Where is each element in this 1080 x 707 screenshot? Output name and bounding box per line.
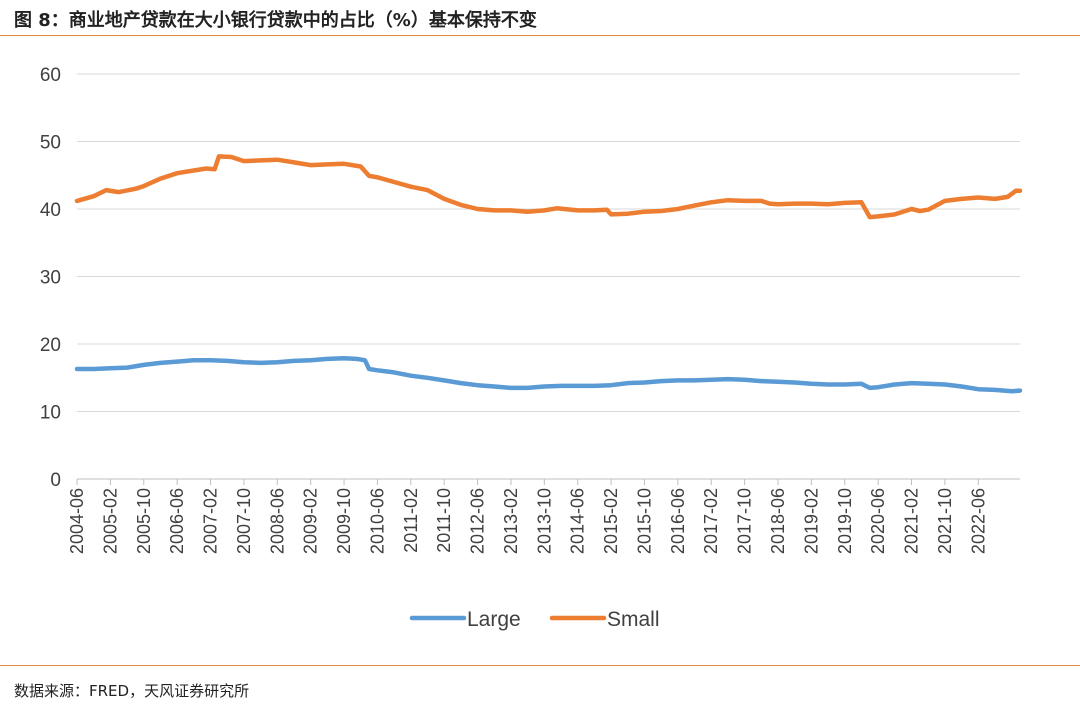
y-tick-label: 20: [40, 335, 61, 356]
footer-divider: [0, 665, 1080, 666]
x-tick-label: 2015-02: [601, 488, 621, 554]
x-tick-label: 2016-06: [668, 488, 688, 554]
y-axis-ticks: 0 10 20 30 40 50 60: [40, 65, 61, 491]
x-tick-label: 2018-06: [768, 488, 788, 554]
x-tick-label: 2009-02: [301, 488, 321, 554]
title-divider: [0, 35, 1080, 36]
x-tick-label: 2007-02: [201, 488, 221, 554]
x-tick-label: 2013-10: [534, 488, 554, 554]
x-tick-label: 2017-10: [735, 488, 755, 554]
x-tick-label: 2007-10: [234, 488, 254, 554]
x-tick-label: 2022-06: [968, 488, 988, 554]
x-tick-label: 2008-06: [267, 488, 287, 554]
x-tick-label: 2014-06: [568, 488, 588, 554]
x-tick-label: 2015-10: [634, 488, 654, 554]
x-tick-label: 2010-06: [367, 488, 387, 554]
x-tick-label: 2019-02: [801, 488, 821, 554]
x-tick-label: 2020-06: [868, 488, 888, 554]
chart-title: 图 8：商业地产贷款在大小银行贷款中的占比（%）基本保持不变: [14, 10, 537, 31]
x-tick-label: 2004-06: [67, 488, 87, 554]
x-tick-label: 2005-02: [100, 488, 120, 554]
y-tick-label: 30: [40, 268, 61, 289]
y-tick-label: 60: [40, 65, 61, 86]
gridlines: [77, 73, 1020, 480]
x-tick-label: 2019-10: [835, 488, 855, 554]
legend-label-small: Small: [607, 608, 660, 631]
x-tick-label: 2021-10: [935, 488, 955, 554]
series-line-small: [74, 154, 1023, 220]
line-chart: 0 10 20 30 40 50 60 2004-06 2005-02 2005-10 2006-…: [40, 65, 1023, 631]
x-tick-label: 2011-10: [434, 488, 454, 553]
x-tick-label: 2005-10: [134, 488, 154, 554]
x-tick-label: 2012-06: [468, 488, 488, 554]
x-axis-ticks: 2004-06 2005-02 2005-10 2006-06 2007-02 2007-…: [67, 479, 988, 554]
y-tick-label: 50: [40, 133, 61, 154]
y-tick-label: 0: [50, 470, 61, 491]
x-tick-label: 2011-02: [401, 488, 421, 553]
legend-label-large: Large: [467, 608, 521, 631]
series-lines: [74, 154, 1023, 394]
series-line-large: [74, 355, 1023, 394]
x-tick-label: 2006-06: [167, 488, 187, 554]
x-tick-label: 2017-02: [701, 488, 721, 554]
legend: Large Small: [409, 608, 660, 631]
x-tick-label: 2009-10: [334, 488, 354, 554]
x-tick-label: 2021-02: [902, 488, 922, 554]
source-note: 数据来源：FRED，天风证券研究所: [14, 682, 250, 700]
x-tick-label: 2013-02: [501, 488, 521, 554]
y-tick-label: 10: [40, 403, 61, 424]
y-tick-label: 40: [40, 200, 61, 221]
